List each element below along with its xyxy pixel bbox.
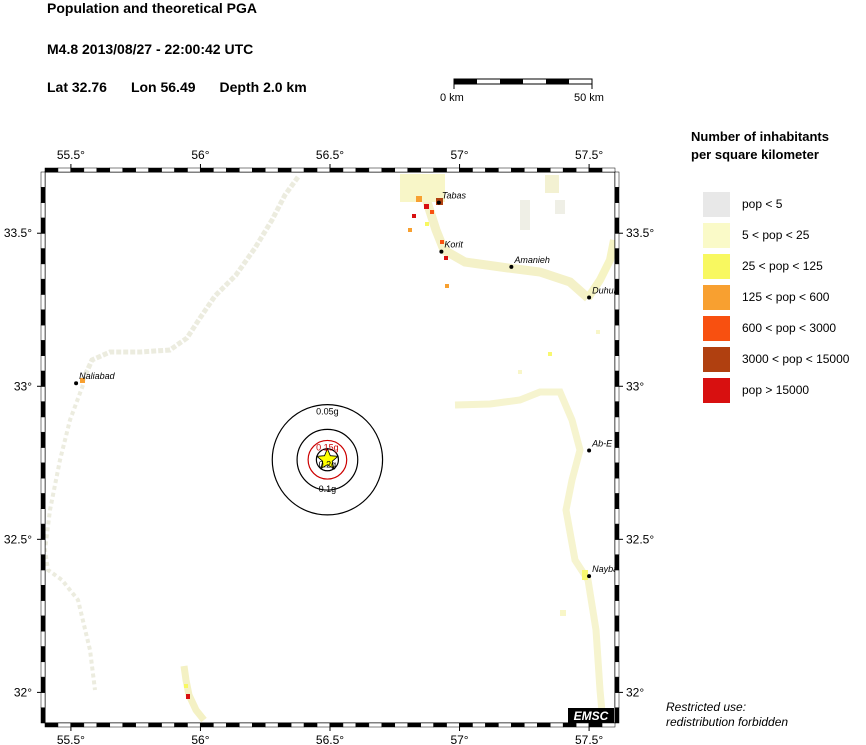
svg-text:EMSC: EMSC <box>574 709 609 723</box>
legend-label: pop > 15000 <box>742 383 810 397</box>
city-dot-2 <box>509 264 514 269</box>
legend-swatch <box>703 316 730 341</box>
population-pixels <box>42 174 618 723</box>
legend-swatch <box>703 378 730 403</box>
latitude-value: Lat 32.76 <box>47 79 107 95</box>
lon-tick-bottom-3: 57° <box>450 733 468 745</box>
pga-ring-1 <box>296 428 359 491</box>
city-dot-4 <box>74 381 79 386</box>
pga-rings: 0.05g 0.1g 0.15g 0.2g <box>271 403 384 516</box>
legend-title: Number of inhabitants per square kilomet… <box>691 128 829 164</box>
legend-title-line2: per square kilometer <box>691 147 819 162</box>
legend-item-6: pop > 15000 <box>703 378 866 403</box>
usage-notice-line2: redistribution forbidden <box>666 715 789 729</box>
city-label-0: Tabas <box>442 191 467 201</box>
legend-item-3: 125 < pop < 600 <box>703 285 866 310</box>
legend-swatch <box>703 192 730 217</box>
lon-tick-bottom-1: 56° <box>191 733 209 745</box>
legend-item-0: pop < 5 <box>703 192 866 217</box>
city-dot-6 <box>587 574 592 579</box>
lat-tick-right-1: 33° <box>626 379 644 393</box>
legend-item-1: 5 < pop < 25 <box>703 223 866 248</box>
usage-notice: Restricted use: redistribution forbidden <box>666 700 788 730</box>
lon-tick-bottom-4: 57.5° <box>575 733 603 745</box>
lon-tick-top-4: 57.5° <box>575 148 603 162</box>
scale-start-label: 0 km <box>440 92 464 104</box>
lat-tick-left-1: 33° <box>14 379 32 393</box>
legend-item-5: 3000 < pop < 15000 <box>703 347 866 372</box>
legend-label: 3000 < pop < 15000 <box>742 352 850 366</box>
legend-label: 600 < pop < 3000 <box>742 321 837 335</box>
pga-label-1: 0.1g <box>319 484 337 494</box>
event-location: Lat 32.76 Lon 56.49 Depth 2.0 km <box>47 79 331 95</box>
legend-title-line1: Number of inhabitants <box>691 129 829 144</box>
legend-label: 25 < pop < 125 <box>742 259 823 273</box>
legend-item-2: 25 < pop < 125 <box>703 254 866 279</box>
graticule-labels: 55.5° 55.5° 56° 56° 56.5° 56.5° 57° 57° 57.5° 57.… <box>4 148 655 745</box>
city-label-6: Nayband <box>592 564 629 574</box>
lat-tick-left-2: 32.5° <box>4 532 32 546</box>
city-label-1: Korit <box>444 240 463 250</box>
lat-tick-left-3: 32° <box>14 685 32 699</box>
scale-end-label: 50 km <box>574 92 604 104</box>
lon-tick-bottom-2: 56.5° <box>316 733 344 745</box>
pga-label-0: 0.05g <box>316 407 339 417</box>
map-frame <box>40 167 620 728</box>
lon-tick-top-2: 56.5° <box>316 148 344 162</box>
lat-tick-left-0: 33.5° <box>4 226 32 240</box>
legend-swatch <box>703 223 730 248</box>
city-label-3: Duhuk <box>592 286 619 296</box>
city-dot-3 <box>587 295 592 300</box>
legend-label: pop < 5 <box>742 197 783 211</box>
lat-tick-right-2: 32.5° <box>626 532 654 546</box>
pga-ring-2 <box>307 439 348 480</box>
lon-tick-top-1: 56° <box>191 148 209 162</box>
city-markers: Tabas Korit Amanieh Duhuk Naliabad Ab-E Nayban… <box>74 191 629 579</box>
city-label-2: Amanieh <box>513 255 550 265</box>
legend-label: 5 < pop < 25 <box>742 228 810 242</box>
city-label-4: Naliabad <box>79 371 116 381</box>
lon-tick-top-0: 55.5° <box>57 148 85 162</box>
map-title: Population and theoretical PGA <box>47 0 258 16</box>
epicenter-star <box>315 447 339 470</box>
legend-swatch <box>703 254 730 279</box>
city-dot-0 <box>436 200 441 205</box>
usage-notice-line1: Restricted use: <box>666 700 747 714</box>
lon-tick-top-3: 57° <box>450 148 468 162</box>
city-dot-5 <box>587 448 592 453</box>
lat-tick-right-0: 33.5° <box>626 226 654 240</box>
scale-bar <box>453 78 593 89</box>
city-dot-1 <box>439 249 444 254</box>
longitude-value: Lon 56.49 <box>130 79 196 95</box>
city-label-5: Ab-E <box>591 439 613 449</box>
lon-tick-bottom-0: 55.5° <box>57 733 85 745</box>
legend-item-4: 600 < pop < 3000 <box>703 316 866 341</box>
depth-value: Depth 2.0 km <box>219 79 307 95</box>
emsc-logo: EMSC <box>568 708 614 723</box>
pga-label-2: 0.15g <box>316 442 339 452</box>
legend-swatch <box>703 285 730 310</box>
pga-ring-0 <box>271 403 384 516</box>
event-info: M4.8 2013/08/27 - 22:00:42 UTC <box>47 41 254 57</box>
lat-tick-right-3: 32° <box>626 685 644 699</box>
pga-label-3: 0.2g <box>319 460 337 470</box>
legend-swatch <box>703 347 730 372</box>
legend-label: 125 < pop < 600 <box>742 290 830 304</box>
